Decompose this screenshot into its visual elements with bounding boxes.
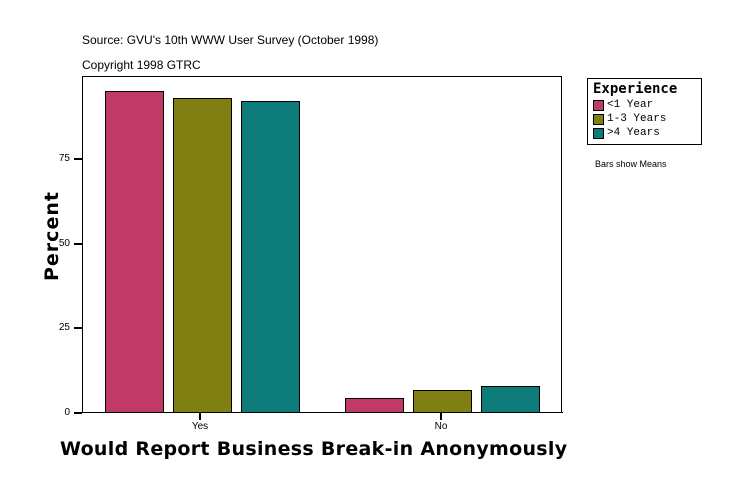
bar-yes-1 [173, 98, 232, 413]
legend-label: >4 Years [607, 127, 660, 139]
copyright-text: Copyright 1998 GTRC [82, 58, 201, 72]
y-tick [74, 412, 82, 414]
y-tick-label: 25 [58, 322, 70, 334]
y-tick-label: 0 [64, 407, 70, 418]
y-tick [74, 242, 82, 245]
legend-label: 1-3 Years [607, 113, 667, 125]
bar-yes-2 [241, 101, 300, 413]
x-axis-title: Would Report Business Break-in Anonymous… [60, 438, 568, 460]
legend-item: <1 Year [593, 99, 653, 111]
bar-no-1 [413, 389, 472, 413]
y-axis-title: Percent [41, 191, 63, 281]
x-tick-label: Yes [191, 421, 209, 432]
legend-item: >4 Years [593, 127, 660, 139]
legend-title: Experience [593, 81, 678, 97]
x-tick [440, 413, 442, 420]
y-tick [74, 327, 82, 330]
x-tick [199, 413, 201, 420]
source-text: Source: GVU's 10th WWW User Survey (Octo… [82, 33, 379, 47]
bar-yes-0 [105, 90, 164, 413]
legend: Experience <1 Year 1-3 Years >4 Years [587, 78, 702, 145]
bar-no-0 [345, 398, 404, 413]
legend-label: <1 Year [607, 99, 654, 111]
legend-swatch-icon [593, 99, 604, 111]
y-tick [74, 158, 82, 160]
y-tick-label: 75 [58, 153, 70, 164]
legend-swatch-icon [593, 113, 604, 125]
x-tick-label: No [434, 421, 448, 432]
y-tick-label: 50 [58, 237, 70, 249]
bars-note: Bars show Means [595, 159, 667, 169]
legend-item: 1-3 Years [593, 113, 666, 125]
legend-swatch-icon [593, 127, 604, 139]
x-axis-line [82, 412, 563, 413]
bar-no-2 [481, 385, 540, 413]
